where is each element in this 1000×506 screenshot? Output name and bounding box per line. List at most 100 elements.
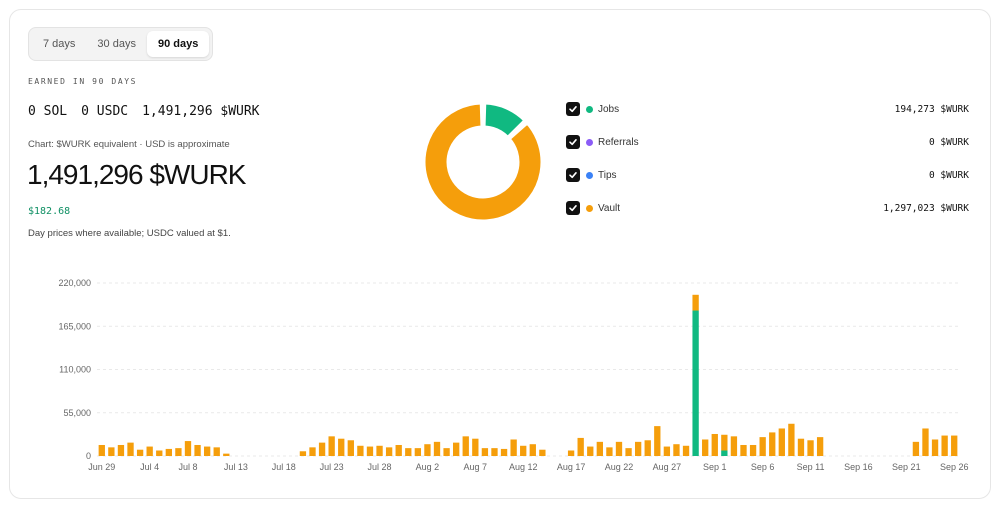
bar-vault <box>615 441 623 456</box>
bar-vault <box>692 294 699 311</box>
earnings-card <box>9 9 991 499</box>
bar-vault <box>357 445 364 456</box>
bar-vault <box>481 448 489 456</box>
bar-vault <box>682 445 690 456</box>
y-tick-label: 55,000 <box>63 408 91 418</box>
bar-vault <box>711 433 718 456</box>
bar-vault <box>213 447 220 456</box>
x-tick-label: Sep 1 <box>703 462 727 472</box>
y-tick-label: 220,000 <box>58 278 91 288</box>
y-tick-label: 165,000 <box>58 321 91 331</box>
bar-vault <box>567 450 575 456</box>
bar-vault <box>587 446 594 456</box>
bar-vault <box>663 446 671 456</box>
bar-vault <box>816 437 824 456</box>
bar-vault <box>318 442 326 456</box>
jobs-color-dot <box>586 105 593 113</box>
x-tick-label: Aug 12 <box>509 462 538 472</box>
bar-vault <box>644 440 651 456</box>
bar-vault <box>520 445 527 456</box>
bar-vault <box>366 446 374 456</box>
bar-vault <box>491 448 498 456</box>
bar-vault <box>405 448 412 456</box>
x-tick-label: Jun 29 <box>88 462 115 472</box>
bar-jobs <box>692 310 699 456</box>
tab-7-days[interactable]: 7 days <box>43 38 76 50</box>
bar-vault <box>453 442 460 456</box>
check-icon <box>569 106 577 113</box>
bar-vault <box>500 448 508 456</box>
legend-value-vault: 1,297,023 $WURK <box>883 202 969 214</box>
bar-vault <box>376 445 383 456</box>
tips-checkbox[interactable] <box>566 168 580 182</box>
legend-label-referrals: Referrals <box>598 136 639 148</box>
legend-row-referrals: Referrals 0 $WURK <box>566 134 969 150</box>
bar-vault <box>165 448 172 456</box>
bar-vault <box>223 453 230 456</box>
bar-vault <box>740 444 747 456</box>
check-icon <box>569 172 577 179</box>
bar-vault <box>749 444 757 456</box>
x-tick-label: Jul 28 <box>368 462 392 472</box>
bar-vault <box>625 448 632 456</box>
x-tick-label: Sep 11 <box>797 462 825 472</box>
legend-value-tips: 0 $WURK <box>928 169 969 181</box>
donut-chart <box>422 101 544 223</box>
tips-color-dot <box>586 171 593 179</box>
bar-vault <box>759 437 766 456</box>
bar-vault <box>596 441 603 456</box>
bar-vault <box>395 444 402 456</box>
bar-jobs <box>721 450 728 456</box>
daily-earnings-bar-chart: 0 55,000 110,000 165,000 220,000 Jun 29 Jul 4 J… <box>58 278 969 472</box>
x-tick-label: Sep 16 <box>844 462 873 472</box>
bar-vault <box>529 444 536 456</box>
tab-90-days[interactable]: 90 days <box>146 31 210 57</box>
usdc-total: 0 USDC <box>81 104 129 119</box>
x-tick-label: Jul 23 <box>320 462 344 472</box>
bar-vault <box>136 449 144 456</box>
referrals-checkbox[interactable] <box>566 135 580 149</box>
bar-vault <box>98 444 105 456</box>
tab-30-days[interactable]: 30 days <box>97 38 136 50</box>
bar-vault <box>702 439 709 456</box>
bar-vault <box>127 442 134 456</box>
bar-vault <box>117 444 125 456</box>
bar-vault <box>951 435 958 456</box>
vault-color-dot <box>586 204 593 212</box>
big-total: 1,491,296 $WURK <box>27 159 246 190</box>
bar-vault <box>472 438 479 456</box>
x-tick-label: Aug 2 <box>416 462 440 472</box>
bar-vault <box>108 447 115 456</box>
bar-vault <box>654 426 661 456</box>
referrals-color-dot <box>586 138 593 146</box>
chart-note: Chart: $WURK equivalent · USD is approxi… <box>28 139 230 150</box>
bar-vault <box>912 441 920 456</box>
bar-vault <box>338 438 345 456</box>
bar-vault <box>769 432 776 456</box>
x-tick-label: Aug 22 <box>605 462 634 472</box>
vault-checkbox[interactable] <box>566 201 580 215</box>
x-tick-label: Aug 7 <box>464 462 488 472</box>
legend-row-tips: Tips 0 $WURK <box>566 167 969 183</box>
prices-note: Day prices where available; USDC valued … <box>28 228 231 239</box>
bar-vault <box>194 444 201 456</box>
totals-row: 0 SOL 0 USDC 1,491,296 $WURK <box>28 104 260 119</box>
bar-vault <box>203 446 211 456</box>
x-tick-label: Jul 4 <box>140 462 159 472</box>
bar-vault <box>922 428 929 456</box>
bar-vault <box>328 436 335 456</box>
bar-vault <box>385 447 393 456</box>
x-tick-label: Jul 13 <box>224 462 248 472</box>
bar-vault <box>634 441 642 456</box>
jobs-checkbox[interactable] <box>566 102 580 116</box>
period-tabs: 7 days 30 days 90 days <box>28 27 214 61</box>
legend-label-tips: Tips <box>598 169 617 181</box>
wurk-total: 1,491,296 $WURK <box>142 104 260 119</box>
check-icon <box>569 139 577 146</box>
x-tick-label: Jul 8 <box>178 462 197 472</box>
bar-vault <box>309 447 316 456</box>
x-tick-label: Jul 18 <box>272 462 296 472</box>
x-tick-label: Sep 26 <box>940 462 969 472</box>
bar-vault <box>347 440 354 456</box>
x-tick-label: Aug 27 <box>653 462 682 472</box>
